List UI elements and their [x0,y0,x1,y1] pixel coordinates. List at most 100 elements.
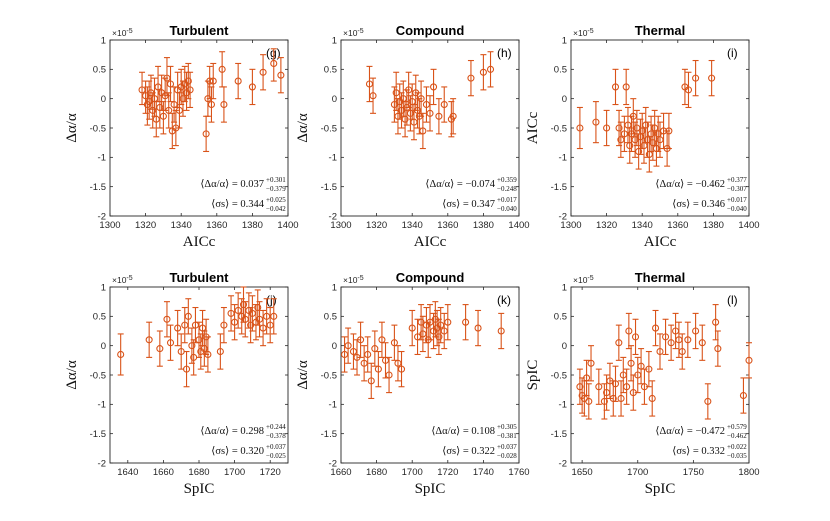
x-tick-label: 1400 [508,220,529,231]
x-tick-label: 1800 [738,467,759,478]
mean-annotation-lower: −0.307 [727,185,747,193]
data-point [631,318,640,356]
data-point [629,98,637,135]
data-marker [430,83,438,91]
data-marker [410,118,418,126]
data-point [595,368,603,405]
data-point [684,71,693,109]
x-tick-label: 1400 [277,220,298,231]
y-tick-label: -2 [559,211,567,222]
y-tick-label: 0 [562,341,567,352]
data-point [234,62,242,100]
x-axis-label: AICc [644,234,677,250]
data-marker [684,86,693,94]
data-marker [138,86,146,94]
data-marker [241,315,249,323]
data-point [266,306,274,344]
data-point [263,298,271,335]
data-marker [627,359,635,367]
sigma-annotation: ⟨σs⟩ = 0.347 +0.017−0.040 [442,196,517,213]
data-point [341,336,349,373]
data-marker [631,136,639,144]
x-tick-label: 1700 [224,467,245,478]
data-point [620,115,628,153]
sigma-annotation: ⟨σs⟩ = 0.346 +0.017−0.040 [672,196,747,213]
data-marker [405,86,413,94]
sigma-annotation: ⟨σs⟩ = 0.344 +0.025−0.042 [211,196,286,213]
data-marker [467,74,475,82]
sigma-annotation-upper: +0.017 [497,196,517,204]
data-point [247,306,255,344]
sigma-annotation: ⟨σs⟩ = 0.322 +0.037−0.028 [442,443,517,460]
data-point [177,333,185,370]
data-marker [615,339,623,347]
sigma-annotation-lower: −0.040 [497,205,517,213]
data-point [497,312,505,350]
data-point [622,68,630,106]
data-point [255,301,264,338]
mean-annotation: ⟨Δα/α⟩ = −0.462 +0.377−0.307 [655,176,747,193]
data-marker [344,342,352,350]
data-marker [408,324,416,332]
data-point [603,109,611,147]
data-point [692,59,700,97]
x-tick-label: 1760 [508,467,529,478]
x-axis-label: SpIC [645,481,676,497]
data-marker [204,350,212,359]
data-point [186,71,194,109]
mean-annotation-lower: −0.248 [497,185,517,193]
mean-annotation-lower: −0.378 [266,432,286,440]
data-point [270,298,278,335]
data-marker [417,318,425,326]
data-marker [263,312,271,320]
data-marker [692,74,700,82]
data-point [430,68,438,106]
data-marker [270,59,278,68]
data-marker [684,336,692,344]
data-marker [191,321,199,329]
data-point [467,59,475,97]
data-point [625,312,633,350]
data-marker [381,356,390,364]
y-tick-label: -0.5 [321,370,337,381]
x-tick-label: 1360 [667,220,688,231]
data-marker [645,365,653,373]
y-tick-label: -2 [98,211,106,222]
mean-annotation: ⟨Δα/α⟩ = 0.037 +0.301−0.379 [200,176,286,193]
data-marker [449,112,457,120]
data-point [486,51,495,88]
data-point [181,306,189,344]
data-point [277,57,285,94]
panel-letter: (i) [727,46,738,60]
data-marker [149,106,157,114]
data-marker [360,359,368,367]
y-tick-label: -0.5 [321,123,337,134]
x-tick-label: 1660 [153,467,174,478]
data-marker [704,397,712,405]
y-axis-label: SpIC [525,360,541,391]
data-point [209,62,217,100]
y-axis-label: Δα/α [295,113,311,143]
sigma-annotation-text: ⟨σs⟩ = 0.344 [211,198,264,210]
data-point [714,330,722,367]
data-marker [583,374,591,382]
x-tick-label: 1400 [738,220,759,231]
data-marker [617,394,625,403]
data-point [182,350,191,388]
data-point [623,368,631,405]
data-point [378,321,386,358]
data-point [698,324,706,361]
sigma-annotation-upper: +0.037 [266,443,286,451]
data-point [357,321,365,358]
sigma-annotation: ⟨σs⟩ = 0.332 +0.022−0.035 [672,443,747,460]
data-point [419,315,427,353]
y-tick-label: -1 [329,153,337,164]
y-tick-label: 0 [332,341,337,352]
data-point [592,101,600,144]
panel-l: 1 0.5 0 -0.5 -1 -1.5 -2 1650 1700 1750 1800 ×10-5 Th… [525,270,760,497]
y-tick-label: -0.5 [90,370,106,381]
y-tick-label: 0 [101,341,106,352]
data-marker [156,345,164,353]
